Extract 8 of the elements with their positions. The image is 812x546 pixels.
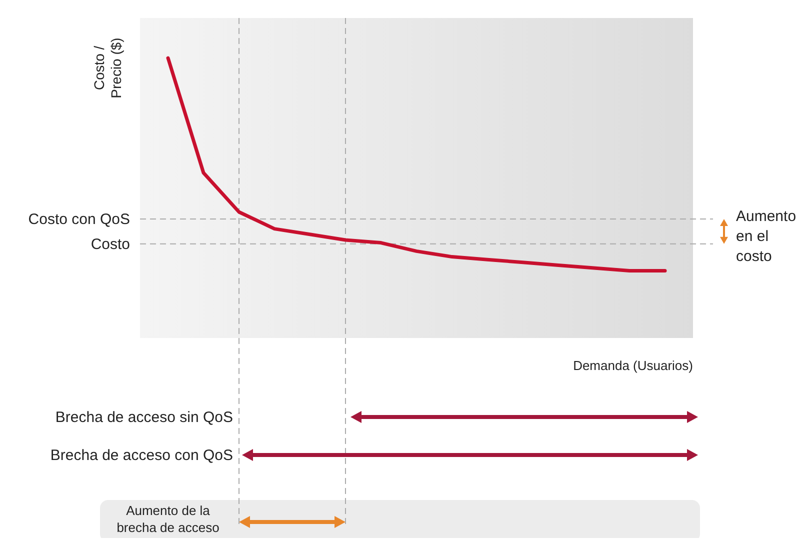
text: Brecha de acceso con QoS xyxy=(50,447,233,464)
y-axis-title: Costo / Precio ($) xyxy=(91,38,124,98)
text: Aumento de la brecha de acceso xyxy=(116,503,220,535)
text: Aumento en el costo xyxy=(736,208,796,265)
ref-line-label: Costo xyxy=(90,236,130,253)
x-axis-title: Demanda (Usuarios) xyxy=(573,358,693,373)
ref-line-label: Costo con QoS xyxy=(28,211,130,228)
text: Brecha de acceso sin QoS xyxy=(55,409,233,426)
